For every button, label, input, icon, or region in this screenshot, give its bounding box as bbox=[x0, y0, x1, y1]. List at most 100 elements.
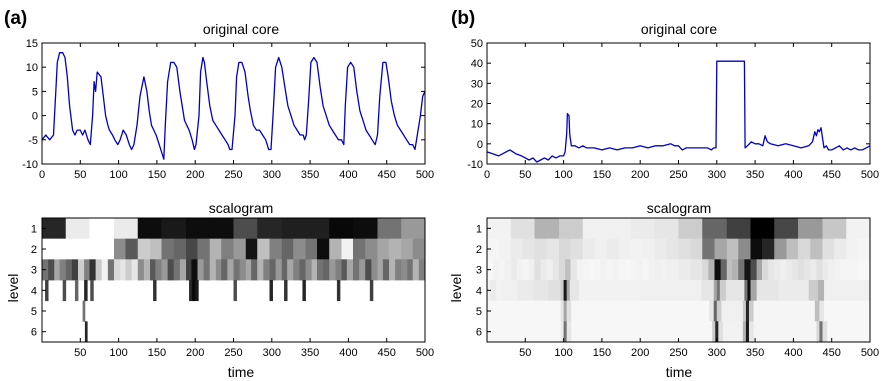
panel-a-scalogram-heatmap-cell-level-1 bbox=[233, 218, 258, 240]
panel-b-scalogram-heatmap-cell-level-6 bbox=[571, 321, 713, 343]
panel-b-scalogram-heatmap-cell-level-1 bbox=[559, 218, 584, 240]
panel-a-scalogram-heatmap-cell-level-2 bbox=[341, 238, 354, 260]
panel-a-scalogram-heatmap-cell-level-2 bbox=[293, 238, 306, 260]
panel-b-scalogram-y-tick-label: 2 bbox=[476, 244, 482, 256]
panel-a-scalogram-heatmap-cell-level-2 bbox=[78, 238, 90, 260]
panel-a-scalogram-heatmap-cell-level-2 bbox=[186, 238, 198, 260]
panel-b-scalogram-heatmap-cell-level-3 bbox=[756, 259, 763, 281]
panel-b-y-tick-label: -10 bbox=[467, 159, 483, 171]
panel-a-y-tick-label: 5 bbox=[32, 86, 38, 98]
panel-b-scalogram-heatmap-cell-level-2 bbox=[750, 238, 763, 260]
panel-b-scalogram-heatmap-cell-level-4 bbox=[496, 280, 503, 302]
panel-b-x-axis-label: time bbox=[666, 364, 693, 380]
panel-a-x-tick-label: 300 bbox=[263, 169, 281, 181]
panel-a-x-tick-label: 200 bbox=[186, 169, 204, 181]
panel-a-scalogram-heatmap-cell-level-3 bbox=[395, 259, 402, 281]
panel-a-scalogram-heatmap-cell-level-3 bbox=[275, 259, 283, 281]
panel-a-x-tick-label: 50 bbox=[74, 169, 86, 181]
panel-b-scalogram-x-tick-label: 450 bbox=[823, 347, 841, 359]
panel-b-scalogram-heatmap-cell-level-3 bbox=[529, 259, 535, 281]
panel-a-scalogram-heatmap-cell-level-3 bbox=[389, 259, 396, 281]
panel-a-scalogram-x-tick-label: 450 bbox=[378, 347, 396, 359]
panel-b-scalogram-heatmap-cell-level-3 bbox=[576, 259, 584, 281]
panel-a-scalogram-x-tick-label: 350 bbox=[301, 347, 319, 359]
panel-b-scalogram-heatmap-cell-level-3 bbox=[732, 259, 739, 281]
panel-b-scalogram-heatmap-cell-level-3 bbox=[504, 259, 512, 281]
panel-a-scalogram-heatmap-cell-level-3 bbox=[305, 259, 313, 281]
panel-a-scalogram-heatmap-cell-level-2 bbox=[412, 238, 426, 260]
panel-a-scalogram-heatmap-cell-level-4 bbox=[45, 280, 49, 302]
panel-b-scalogram-x-tick-label: 500 bbox=[861, 347, 879, 359]
panel-a-x-axis-label: time bbox=[228, 364, 255, 380]
panel-a-scalogram-heatmap-cell-level-4 bbox=[195, 280, 199, 302]
panel-b-signal-line bbox=[486, 60, 871, 163]
panel-b-plot-background bbox=[487, 43, 870, 164]
panel-a-scalogram-heatmap-cell-level-2 bbox=[209, 238, 222, 260]
panel-b-scalogram-x-tick-label: 100 bbox=[554, 347, 572, 359]
panel-a-scalogram-heatmap-cell-level-2 bbox=[353, 238, 366, 260]
panel-b-scalogram-heatmap-cell-level-3 bbox=[582, 259, 590, 281]
panel-b-scalogram-heatmap-cell-level-3 bbox=[678, 259, 692, 281]
panel-a-scalogram-heatmap-cell-level-1 bbox=[377, 218, 402, 240]
panel-b-scalogram-heatmap-cell-level-2 bbox=[606, 238, 620, 260]
panel-b-scalogram-heatmap-cell-level-4 bbox=[808, 280, 819, 302]
panel-b-scalogram-heatmap-cell-level-1 bbox=[487, 218, 512, 240]
panel-b-scalogram-heatmap-cell-level-5 bbox=[563, 300, 568, 322]
panel-b-scalogram-heatmap-cell-level-3 bbox=[612, 259, 620, 281]
panel-a-scalogram-x-tick-label: 100 bbox=[109, 347, 127, 359]
panel-b-scalogram-heatmap-cell-level-3 bbox=[768, 259, 775, 281]
panel-a-scalogram-heatmap-cell-level-3 bbox=[287, 259, 294, 281]
panel-a-scalogram-heatmap-cell-level-4 bbox=[284, 280, 288, 302]
panel-b-scalogram-heatmap-cell-level-3 bbox=[827, 259, 835, 281]
panel-b-scalogram-heatmap-cell-level-3 bbox=[786, 259, 793, 281]
panel-b-scalogram-heatmap-cell-level-2 bbox=[582, 238, 596, 260]
panel-b-scalogram-heatmap-cell-level-2 bbox=[642, 238, 656, 260]
panel-b-scalogram-heatmap-cell-level-2 bbox=[774, 238, 787, 260]
panel-a-scalogram-heatmap-cell-level-1 bbox=[329, 218, 354, 240]
panel-a-scalogram-heatmap-cell-level-2 bbox=[269, 238, 283, 260]
panel-b-scalogram-heatmap-cell-level-3 bbox=[810, 259, 817, 281]
panel-b-scalogram-heatmap-cell-level-4 bbox=[560, 280, 564, 302]
panel-a-scalogram-heatmap-cell-level-1 bbox=[281, 218, 306, 240]
panel-a-scalogram-heatmap-cell-level-3 bbox=[186, 259, 192, 281]
panel-a-scalogram-heatmap-cell-level-2 bbox=[54, 238, 67, 260]
panel-b-scalogram-heatmap-cell-level-3 bbox=[822, 259, 829, 281]
panel-b-scalogram-heatmap-cell-level-3 bbox=[606, 259, 614, 281]
panel-b-scalogram-heatmap-cell-level-3 bbox=[636, 259, 643, 281]
panel-b-scalogram-heatmap-cell-level-2 bbox=[631, 238, 643, 260]
panel-b-scalogram-heatmap-cell-level-6 bbox=[718, 321, 724, 343]
panel-b-scalogram-heatmap-cell-level-2 bbox=[822, 238, 835, 260]
panel-b-scalogram-heatmap-cell-level-4 bbox=[578, 280, 641, 302]
panel-a-scalogram-heatmap-cell-level-3 bbox=[48, 259, 55, 281]
panel-a-scalogram-heatmap-cell-level-3 bbox=[323, 259, 330, 281]
panel-a-scalogram-heatmap-cell-level-3 bbox=[359, 259, 366, 281]
panel-a-scalogram-heatmap-cell-level-3 bbox=[107, 259, 115, 281]
panel-a-scalogram-heatmap-cell-level-4 bbox=[90, 280, 94, 302]
panel-a-scalogram-y-tick-label: 2 bbox=[31, 244, 37, 256]
panel-a-x-tick-label: 500 bbox=[416, 169, 434, 181]
panel-a-scalogram-title: scalogram bbox=[209, 200, 274, 216]
panel-b-scalogram-x-tick-label: 250 bbox=[669, 347, 687, 359]
panel-b-scalogram-heatmap-cell-level-2 bbox=[595, 238, 607, 260]
panel-a-scalogram-heatmap-cell-level-3 bbox=[95, 259, 103, 281]
panel-b-scalogram-y-tick-label: 4 bbox=[476, 285, 482, 297]
panel-a-x-tick-label: 450 bbox=[378, 169, 396, 181]
panel-b-scalogram-heatmap-cell-level-1 bbox=[750, 218, 775, 240]
panel-b-scalogram-heatmap-cell-level-1 bbox=[582, 218, 607, 240]
panel-a-scalogram-heatmap-cell-level-1 bbox=[42, 218, 67, 240]
panel-b-scalogram-heatmap-cell-level-6 bbox=[563, 321, 568, 343]
panel-a-scalogram-heatmap-cell-level-4 bbox=[153, 280, 157, 302]
panel-a-scalogram-heatmap-cell-level-3 bbox=[84, 259, 90, 281]
panel-a-scalogram-heatmap-cell-level-3 bbox=[257, 259, 264, 281]
panel-b-scalogram-heatmap-cell-level-2 bbox=[678, 238, 692, 260]
panel-a-y-tick-label: 0 bbox=[32, 111, 38, 123]
panel-b-x-tick-label: 300 bbox=[708, 169, 726, 181]
panel-a-scalogram-heatmap-cell-level-3 bbox=[299, 259, 306, 281]
panel-b-scalogram-heatmap-cell-level-3 bbox=[534, 259, 542, 281]
panel-a-scalogram-heatmap-cell-level-2 bbox=[401, 238, 414, 260]
panel-b-scalogram-heatmap-cell-level-1 bbox=[510, 218, 535, 240]
panel-a-scalogram-heatmap-cell-level-2 bbox=[233, 238, 247, 260]
panel-b-scalogram-heatmap-cell-level-4 bbox=[566, 280, 571, 302]
panel-b-scalogram-heatmap-cell-level-3 bbox=[559, 259, 566, 281]
panel-a-scalogram-heatmap-cell-level-2 bbox=[114, 238, 126, 260]
